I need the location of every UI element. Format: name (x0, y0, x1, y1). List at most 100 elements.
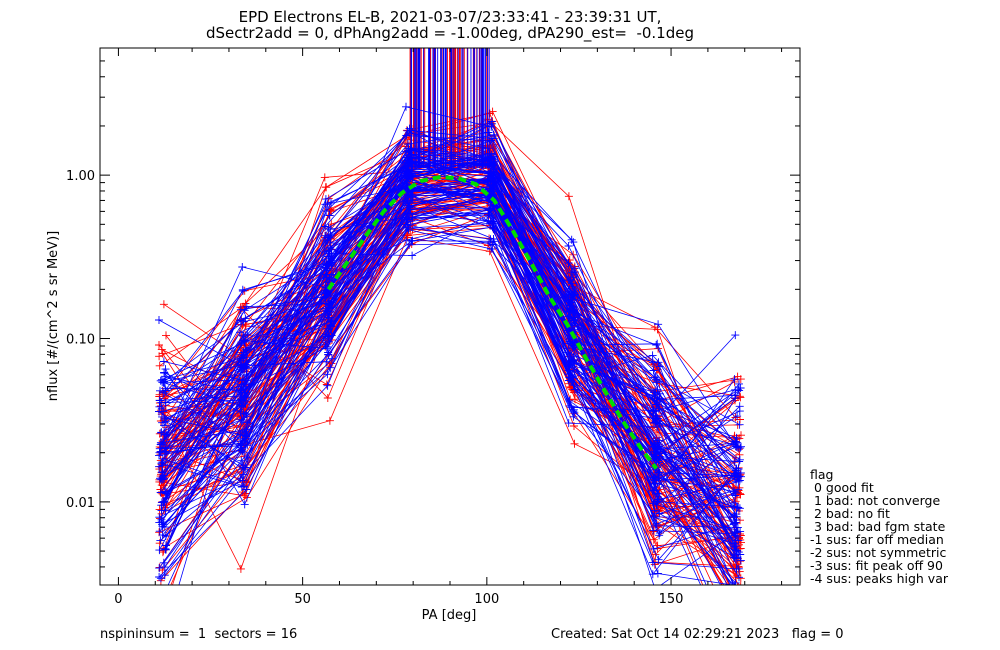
data-point (571, 309, 579, 318)
data-point (240, 448, 248, 457)
data-point (732, 433, 741, 442)
data-point (323, 200, 332, 209)
x-tick-label: 150 (659, 592, 684, 607)
data-point (731, 491, 740, 500)
series-line (161, 161, 735, 523)
data-point (323, 394, 332, 402)
data-point (159, 407, 168, 416)
data-point (322, 357, 331, 366)
series-line (163, 126, 740, 447)
data-point (569, 341, 577, 350)
fit-curve (326, 175, 658, 470)
data-point (734, 536, 743, 545)
data-point (648, 570, 657, 579)
data-point (732, 589, 740, 597)
legend-item: -3 sus: fit peak off 90 (810, 558, 943, 573)
data-point (732, 593, 740, 601)
series-line (160, 132, 741, 541)
data-point (652, 476, 660, 485)
data-point (162, 331, 170, 340)
data-point (650, 480, 659, 488)
data-point (161, 532, 170, 540)
series-line (159, 157, 736, 532)
series-line (163, 177, 736, 496)
data-point (325, 416, 334, 425)
series-line (162, 180, 740, 527)
data-point (156, 376, 165, 385)
data-point (326, 231, 335, 240)
data-point (159, 598, 167, 606)
data-point (238, 263, 247, 271)
data-point (734, 599, 742, 607)
series-line (160, 170, 740, 450)
data-point (156, 488, 165, 497)
series-line (162, 177, 736, 536)
data-point (652, 341, 661, 349)
data-point (652, 400, 661, 409)
data-point (736, 606, 744, 614)
data-point (564, 242, 573, 250)
data-point (570, 439, 579, 448)
series-line (166, 189, 735, 558)
data-point (655, 531, 664, 540)
data-point (159, 300, 168, 309)
data-point (240, 338, 249, 347)
data-point (242, 302, 251, 311)
data-point (733, 532, 742, 541)
data-point (322, 344, 331, 353)
y-tick-label: 0.10 (66, 333, 95, 348)
data-point (484, 128, 493, 137)
series-line (160, 208, 735, 547)
data-point (160, 378, 169, 387)
data-point (160, 369, 169, 378)
data-point (407, 150, 416, 159)
data-point (238, 287, 247, 295)
footer-spin-info: nspininsum = 1 sectors = 16 (100, 627, 298, 642)
data-point (157, 398, 166, 407)
data-point (409, 171, 418, 180)
data-point (242, 425, 251, 434)
data-point (157, 428, 165, 437)
legend-item: 2 bad: no fit (810, 506, 890, 521)
data-point (158, 349, 167, 358)
data-point (241, 299, 250, 308)
data-point (736, 527, 745, 536)
series-line (163, 222, 707, 585)
series-line (160, 208, 735, 579)
data-point (236, 408, 245, 416)
data-point (242, 346, 251, 355)
data-point (241, 399, 250, 408)
data-point (404, 174, 413, 183)
data-point (324, 223, 333, 232)
series-line (160, 212, 737, 509)
data-point (242, 432, 251, 441)
legend-item: -1 sus: far off median (810, 532, 944, 547)
data-point (732, 604, 740, 612)
data-point (648, 558, 657, 567)
data-point (155, 361, 164, 370)
series-line (159, 130, 737, 517)
data-point (732, 437, 741, 446)
data-point (736, 591, 744, 599)
data-point (157, 468, 166, 476)
data-point (242, 372, 251, 380)
data-point (155, 564, 164, 573)
data-point (326, 320, 335, 329)
footer-created-info: Created: Sat Oct 14 02:29:21 2023 flag =… (551, 627, 844, 642)
data-point (325, 233, 334, 242)
data-point (162, 600, 170, 608)
data-point (155, 316, 163, 324)
data-point (730, 375, 739, 384)
data-point (328, 298, 336, 307)
data-point (489, 177, 498, 186)
data-point (236, 564, 245, 573)
data-point (732, 592, 740, 600)
data-point (731, 600, 739, 608)
series-line (161, 148, 740, 426)
data-point (734, 600, 742, 608)
data-point (731, 331, 740, 340)
series-line (161, 204, 735, 521)
data-point (734, 485, 743, 494)
data-point (159, 558, 168, 567)
